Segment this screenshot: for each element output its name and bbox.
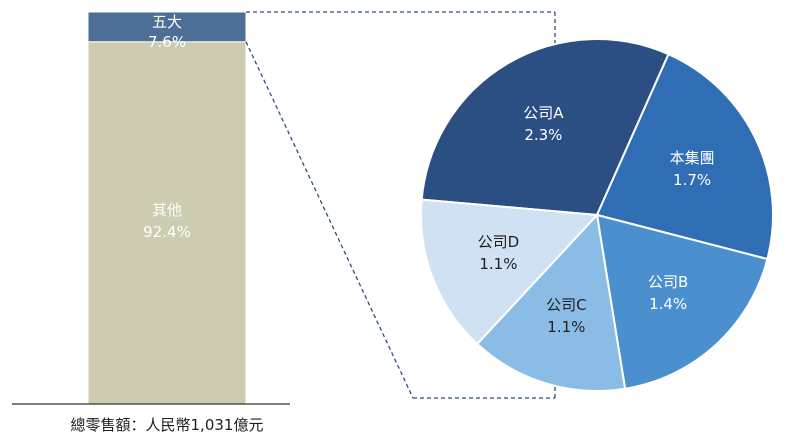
bar-segment-others	[87, 41, 247, 405]
bar-label-top5-name: 五大	[152, 13, 182, 31]
bar-label-top5-value: 7.6%	[148, 33, 186, 51]
pie-slice-label: 公司D	[478, 233, 520, 251]
pie-slice-value: 1.7%	[673, 171, 711, 189]
pie-slice-value: 1.4%	[649, 295, 687, 313]
pie-slice	[420, 38, 670, 217]
pie-slice-label: 本集團	[670, 149, 715, 167]
pie-slice-value: 1.1%	[479, 255, 517, 273]
x-axis-label: 總零售額：人民幣1,031億元	[71, 416, 264, 434]
bar-label-others-name: 其他	[152, 201, 182, 219]
pie-slice	[420, 198, 600, 346]
pie-slice-value: 1.1%	[547, 318, 585, 336]
pie-slice	[475, 212, 627, 392]
pie-slice-label: 公司B	[648, 273, 688, 291]
pie-slice	[595, 213, 769, 390]
bar-label-others-value: 92.4%	[143, 223, 191, 241]
pie-slice-label: 公司C	[546, 296, 586, 314]
pie-slice-label: 公司A	[523, 104, 564, 122]
bar-segment-top5	[87, 11, 247, 43]
pie-slice-value: 2.3%	[524, 126, 562, 144]
connector-bottom	[245, 41, 414, 399]
stacked-bar: 五大 7.6% 其他 92.4%	[87, 11, 247, 405]
pie-slice	[595, 52, 774, 261]
pie-chart: 公司A 2.3% 本集團 1.7% 公司B 1.4% 公司C 1.1% 公司D 1.1%	[420, 38, 774, 392]
